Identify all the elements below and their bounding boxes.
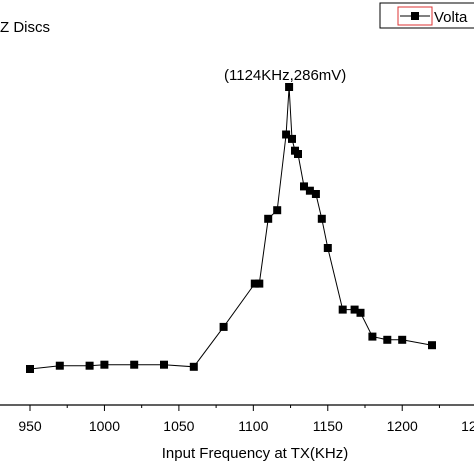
data-point [288,134,296,143]
data-point [250,279,259,288]
data-point [350,305,359,314]
series-line-volta [29,86,433,370]
x-tick-label: 1100 [238,418,268,434]
peak-annotation: (1124KHz,286mV) [224,67,346,84]
chart-title: Z Discs [0,19,50,36]
x-tick-label: 950 [18,418,42,434]
x-axis-label: Input Frequency at TX(KHz) [162,445,348,462]
data-point [255,279,264,288]
legend-label: Volta [434,9,468,26]
data-point [300,182,308,191]
data-point [160,360,168,369]
legend-marker [411,12,419,20]
data-point [219,322,228,331]
x-ticks: 950 1000 1050 1100 1150 1200 1250 [18,405,474,434]
data-point [55,361,64,370]
legend-swatch-frame [397,6,433,26]
data-point [264,214,273,223]
data-point [317,214,326,223]
data-point [273,206,282,215]
data-point [311,190,320,198]
data-point [383,335,392,344]
x-tick-label: 1050 [163,418,194,434]
data-point [398,335,407,344]
legend: Volta [379,2,474,29]
plot-area [26,83,436,373]
data-point [338,305,347,314]
x-tick-label: 1000 [89,418,120,434]
data-point [356,308,365,317]
data-point [26,365,34,373]
data-point [294,150,302,158]
data-point [368,332,377,341]
data-point [285,83,294,91]
x-tick-label: 1200 [387,418,418,434]
data-point [323,244,332,252]
data-point [428,341,436,350]
x-tick-label: 1250 [461,418,474,434]
data-point [100,360,109,369]
x-tick-label: 1150 [313,418,343,434]
data-point [130,360,139,369]
data-point [85,361,94,370]
data-point [282,130,291,139]
data-point [305,186,314,195]
data-point [189,362,198,371]
